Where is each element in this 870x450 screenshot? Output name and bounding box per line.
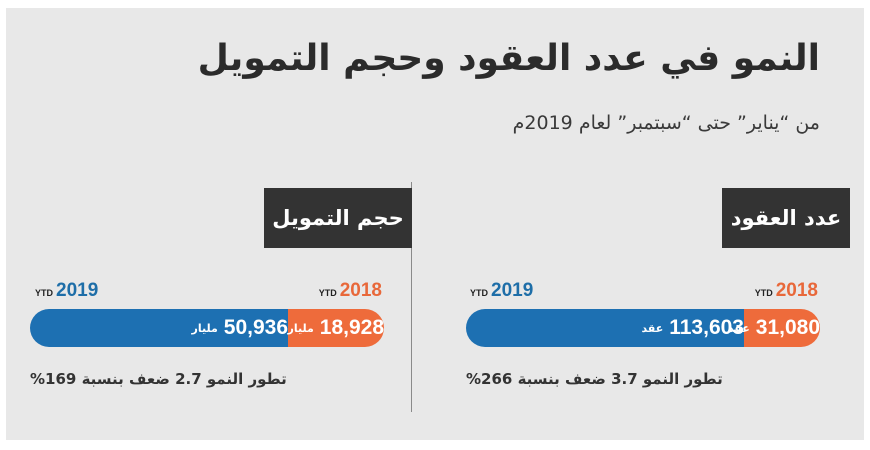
page-subtitle: من “يناير” حتى “سبتمبر” لعام 2019م xyxy=(512,112,820,134)
page-title: النمو في عدد العقود وحجم التمويل xyxy=(197,38,820,79)
financing-2018-ytd: YTD xyxy=(318,288,337,298)
financing-2018-year: 2018 xyxy=(339,280,382,301)
contracts-2018-segment: عقد 31,080 xyxy=(728,309,820,347)
financing-2019-year: 2019 xyxy=(56,280,99,301)
contracts-2018-label: YTD 2018 xyxy=(752,280,818,302)
financing-growth-note: تطور النمو 2.7 ضعف بنسبة 169% xyxy=(30,370,287,388)
financing-tab: حجم التمويل xyxy=(264,188,412,248)
financing-2018-unit: مليار xyxy=(287,321,314,335)
contracts-2019-label: YTD 2019 xyxy=(467,280,533,302)
contracts-2019-ytd: YTD xyxy=(470,288,488,298)
financing-2018-label: YTD 2018 xyxy=(316,280,382,302)
financing-2019-ytd: YTD xyxy=(35,288,53,298)
contracts-2018-value: 31,080 xyxy=(755,316,820,339)
infographic-panel xyxy=(6,8,864,440)
financing-2018-segment: مليار 18,928 xyxy=(288,309,384,347)
column-divider xyxy=(411,182,412,412)
contracts-2019-year: 2019 xyxy=(491,280,534,301)
financing-2019-label: YTD 2019 xyxy=(32,280,98,302)
contracts-2018-ytd: YTD xyxy=(754,288,773,298)
financing-2018-value: 18,928 xyxy=(319,316,384,339)
contracts-2018-unit: عقد xyxy=(727,321,750,335)
contracts-growth-note: تطور النمو 3.7 ضعف بنسبة 266% xyxy=(466,370,723,388)
contracts-bar: عقد 113,603 عقد 31,080 xyxy=(466,309,820,347)
contracts-2019-unit: عقد xyxy=(641,321,664,335)
contracts-tab: عدد العقود xyxy=(722,188,850,248)
contracts-2019-value: 113,603 xyxy=(669,316,744,339)
financing-bar: مليار 50,936 مليار 18,928 xyxy=(30,309,384,347)
contracts-2018-year: 2018 xyxy=(775,280,818,301)
financing-2019-unit: مليار xyxy=(191,321,218,335)
financing-2019-value: 50,936 xyxy=(223,316,288,339)
contracts-2019-segment: عقد 113,603 xyxy=(466,309,744,347)
financing-2019-segment: مليار 50,936 xyxy=(30,309,288,347)
